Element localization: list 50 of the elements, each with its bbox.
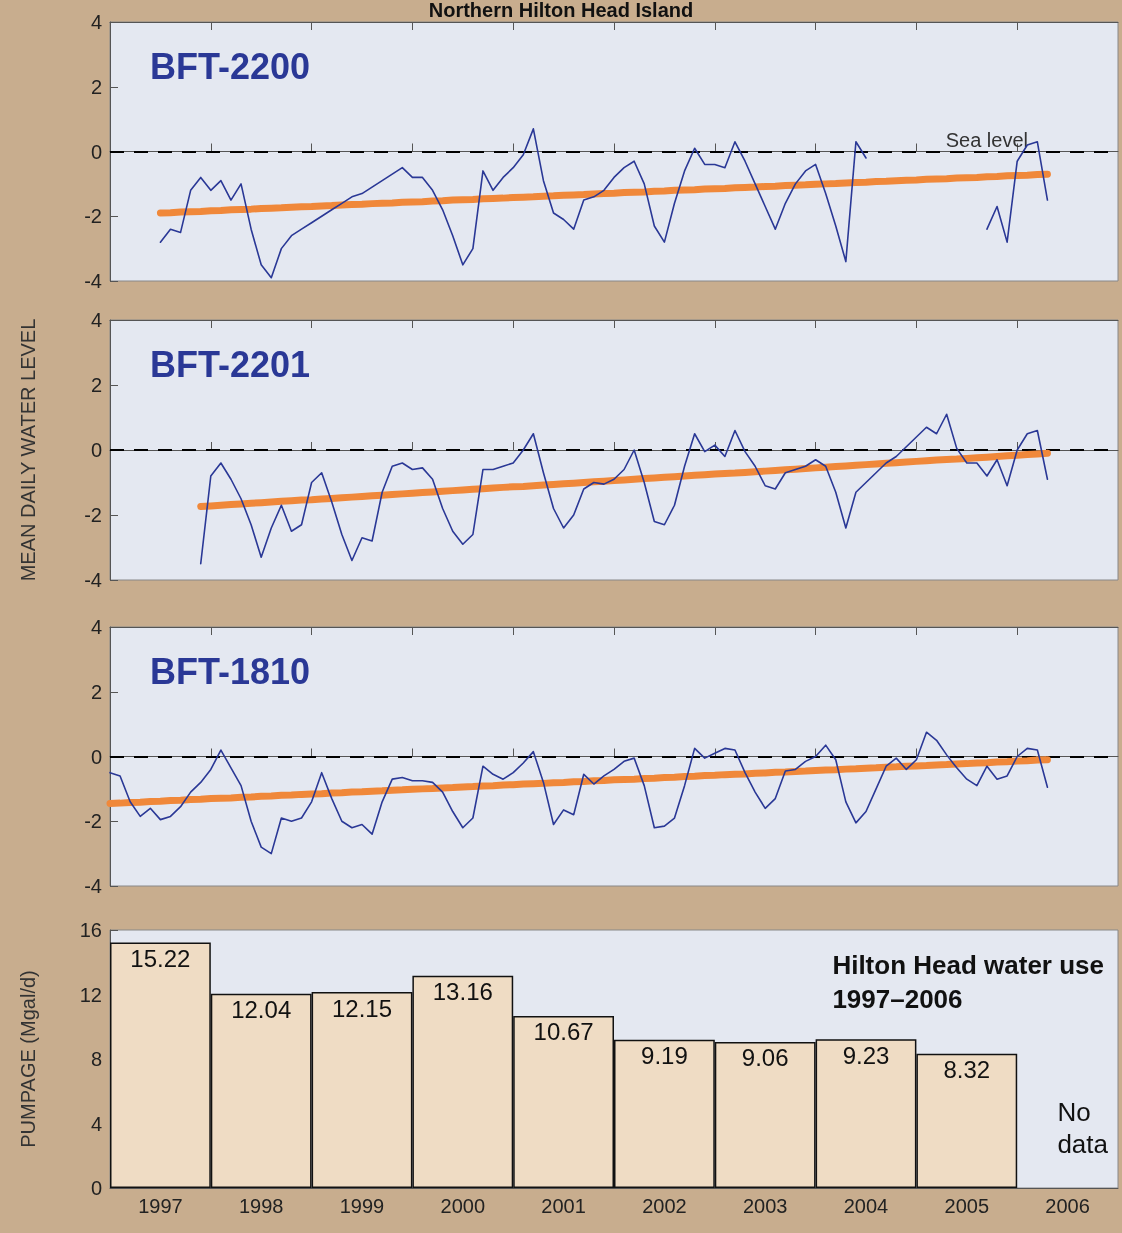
y-tick-label: 0 [90,745,102,768]
x-tick-label: 1997 [138,1195,183,1217]
y-tick-label: 12 [79,983,102,1006]
y-tick-label: 4 [90,616,102,638]
data-label: 9.23 [842,1041,890,1069]
x-tick-label: 2005 [944,1195,990,1217]
data-label: 15.22 [130,945,191,973]
y-axis-title: MEAN DAILY WATER LEVEL [17,318,39,582]
y-tick-label: -4 [84,270,102,292]
y-tick-label: -2 [84,810,102,833]
data-label: 12.04 [231,996,292,1024]
y-tick-label: 2 [90,374,102,396]
x-tick-label: 2006 [1045,1195,1090,1217]
y-tick-label: 0 [90,140,102,163]
y-tick-label: 2 [90,680,102,703]
y-tick-label: 4 [90,309,102,331]
x-tick-label: 2002 [642,1195,687,1217]
annotation: No data [1057,1097,1109,1159]
x-tick-label: 2003 [742,1195,788,1217]
y-tick-label: 2 [90,75,102,98]
x-tick-label: 2000 [440,1195,486,1217]
line-series [199,413,1049,565]
data-label: 9.19 [641,1042,688,1070]
data-label: 13.16 [432,978,493,1006]
y-tick-label: 0 [90,1177,102,1199]
chart-title: Northern Hilton Head Island [428,0,694,21]
x-tick-label: 2004 [843,1195,889,1217]
data-label: 9.06 [741,1044,789,1072]
y-tick-label: -4 [84,875,102,897]
y-tick-label: 8 [90,1048,102,1070]
y-tick-label: -2 [84,205,102,228]
y-tick-label: 4 [90,11,102,33]
y-tick-label: 4 [90,1112,102,1135]
x-tick-label: 2001 [541,1195,586,1217]
y-tick-label: 0 [90,439,102,461]
text: Hilton Head water use 1997–2006 [832,950,1105,1014]
text: BFT-2200 [150,45,311,87]
text: BFT-1810 [150,650,311,692]
y-tick-label: -2 [84,504,102,526]
x-tick-label: 1999 [339,1195,385,1217]
y-tick-label: -4 [84,569,102,591]
data-label: 12.15 [331,994,393,1022]
ref-line-label: Sea level [945,128,1028,151]
y-tick-label: 16 [79,919,102,941]
y-axis-title: PUMPAGE (Mgal/d) [17,970,39,1148]
text: BFT-2201 [150,343,311,385]
line-series [109,731,1049,855]
x-tick-label: 1998 [238,1195,284,1217]
data-label: 10.67 [533,1018,594,1046]
data-label: 8.32 [943,1056,991,1084]
